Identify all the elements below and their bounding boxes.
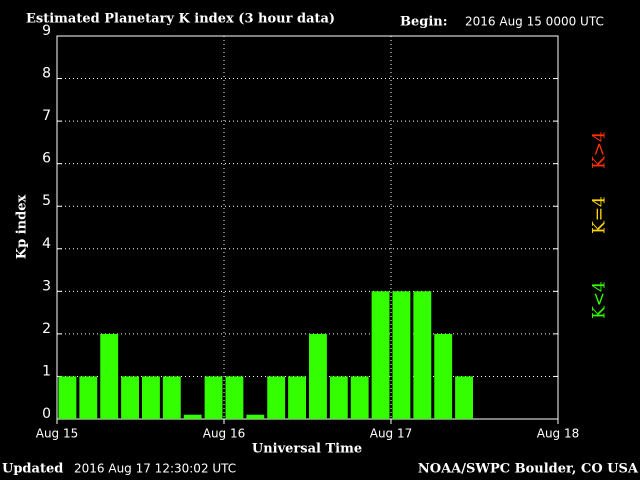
bar xyxy=(100,333,119,419)
bar xyxy=(246,414,265,419)
y-tick-label: 7 xyxy=(42,108,51,124)
bar xyxy=(267,376,286,419)
y-tick-label: 2 xyxy=(42,321,51,337)
bar xyxy=(204,376,223,419)
bar xyxy=(58,376,77,419)
credit: NOAA/SWPC Boulder, CO USA xyxy=(418,462,639,477)
y-tick-label: 9 xyxy=(42,23,51,39)
bar xyxy=(350,376,369,419)
updated-label: Updated xyxy=(2,462,63,477)
begin-date: 2016 Aug 15 0000 UTC xyxy=(465,15,604,29)
bar xyxy=(309,333,327,419)
legend-entry: K<4 xyxy=(590,281,610,319)
bar xyxy=(183,414,202,419)
y-tick-label: 0 xyxy=(42,406,51,422)
legend-entry: K>4 xyxy=(590,131,610,169)
bar xyxy=(142,376,160,419)
bar xyxy=(79,376,98,419)
bar xyxy=(371,291,390,419)
begin-label: Begin: xyxy=(400,15,448,30)
bar xyxy=(121,376,139,419)
bar xyxy=(392,291,411,419)
x-tick-label: Aug 16 xyxy=(203,427,246,441)
bar xyxy=(455,376,473,419)
bar xyxy=(413,291,432,419)
y-tick-label: 8 xyxy=(42,66,51,82)
y-tick-label: 4 xyxy=(42,236,51,252)
x-tick-label: Aug 15 xyxy=(36,427,79,441)
y-axis-label: Kp index xyxy=(15,195,30,260)
x-tick-label: Aug 17 xyxy=(370,427,413,441)
y-tick-label: 3 xyxy=(42,278,51,294)
bar xyxy=(225,376,244,419)
bar xyxy=(329,376,348,419)
legend-entry: K=4 xyxy=(590,196,610,234)
y-tick-label: 5 xyxy=(42,193,51,209)
x-axis-label: Universal Time xyxy=(252,442,362,457)
bar xyxy=(434,333,453,419)
bar xyxy=(288,376,306,419)
y-tick-label: 6 xyxy=(42,151,51,167)
chart-title: Estimated Planetary K index (3 hour data… xyxy=(26,12,335,27)
y-tick-label: 1 xyxy=(42,363,51,379)
bar xyxy=(162,376,181,419)
updated-date: 2016 Aug 17 12:30:02 UTC xyxy=(74,462,236,476)
plot-frame xyxy=(56,35,559,420)
x-tick-label: Aug 18 xyxy=(537,427,580,441)
